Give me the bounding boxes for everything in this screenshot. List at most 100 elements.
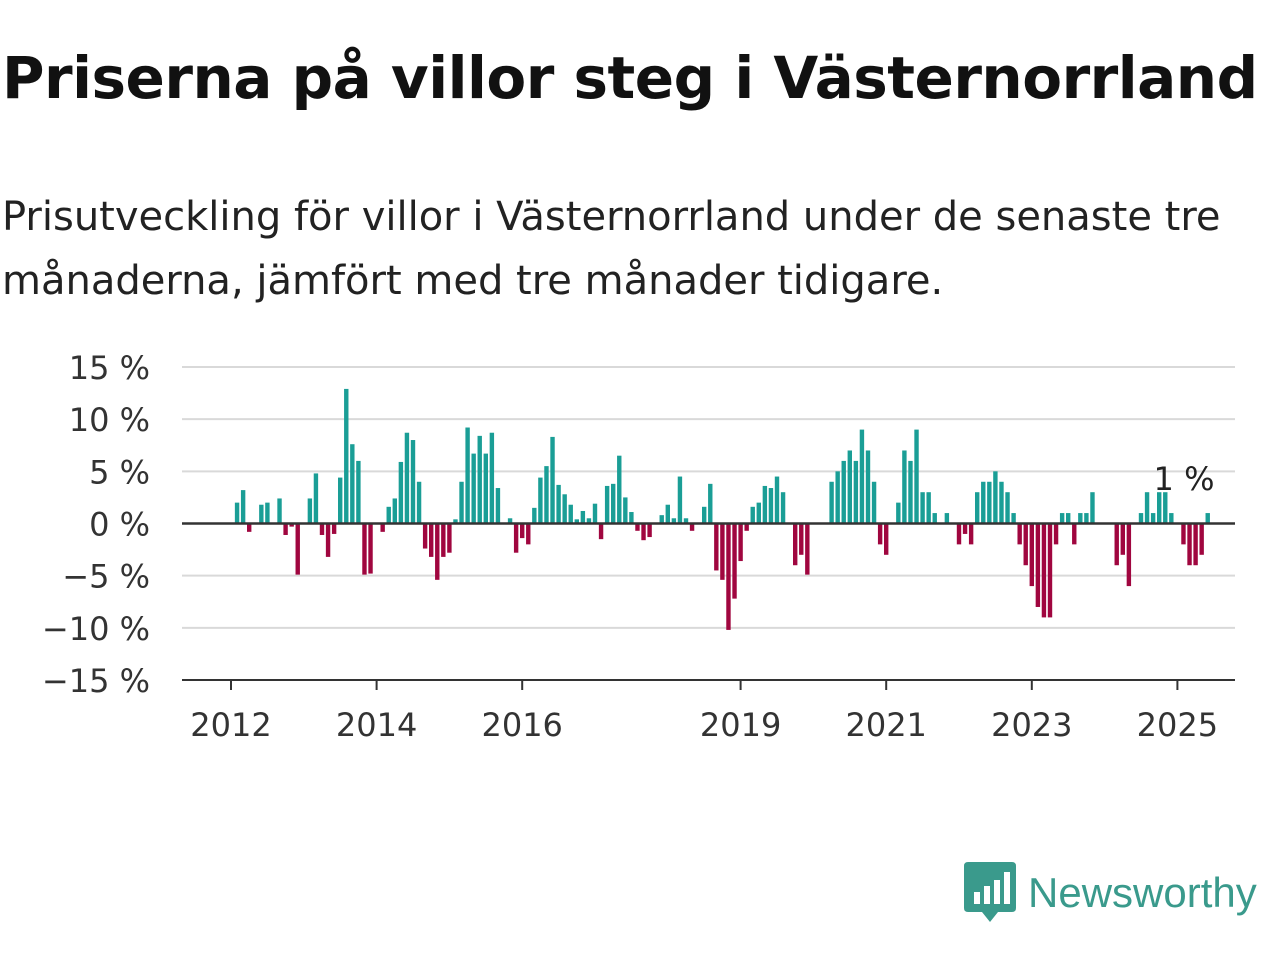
bar: [247, 523, 252, 532]
bar: [780, 492, 786, 524]
y-tick-label: 0 %: [89, 506, 150, 544]
bar: [1047, 523, 1053, 618]
bar: [1120, 523, 1125, 555]
bar: [835, 471, 840, 524]
bar: [859, 429, 865, 524]
bar: [981, 481, 986, 524]
y-tick-label: −5 %: [62, 558, 150, 596]
bar: [471, 453, 476, 524]
bar: [277, 498, 282, 524]
bar: [956, 523, 962, 545]
bar: [871, 481, 877, 524]
bar: [380, 523, 385, 532]
bar: [404, 432, 410, 524]
bar: [987, 481, 992, 524]
bar: [647, 523, 652, 538]
bar: [659, 515, 664, 524]
bar: [447, 523, 452, 553]
bar: [259, 504, 264, 524]
bar: [592, 503, 598, 524]
chart-title: Priserna på villor steg i Västernorrland: [2, 44, 1258, 112]
bar: [1084, 513, 1089, 524]
bar: [283, 523, 288, 535]
bar: [732, 523, 737, 599]
bar: [1126, 523, 1132, 587]
bar: [604, 485, 610, 524]
bar: [398, 461, 404, 524]
bar: [702, 506, 707, 524]
bar: [386, 506, 391, 524]
bar: [1029, 523, 1034, 587]
bar: [623, 497, 628, 524]
bar: [265, 502, 270, 524]
newsworthy-chart-icon: [964, 862, 1016, 922]
bar: [1114, 523, 1119, 566]
bar: [1169, 513, 1174, 524]
bar: [762, 485, 768, 524]
bar: [489, 432, 495, 524]
bar: [902, 450, 907, 524]
bar: [853, 460, 859, 524]
bar: [429, 523, 434, 557]
bar: [908, 460, 913, 524]
bar: [1005, 492, 1010, 524]
bar: [507, 518, 513, 524]
bar: [1157, 492, 1162, 524]
axes: [182, 522, 1235, 690]
bar: [629, 512, 634, 524]
bar: [1199, 523, 1204, 555]
newsworthy-logo: Newsworthy: [964, 862, 1257, 924]
bar: [1011, 513, 1016, 524]
bar: [295, 523, 300, 575]
bar: [896, 502, 901, 524]
bar: [617, 455, 622, 524]
bar: [234, 502, 240, 524]
bar: [307, 498, 313, 524]
bar: [422, 523, 428, 549]
bar: [568, 504, 573, 524]
bar: [829, 481, 834, 524]
bar: [350, 444, 355, 524]
bar: [641, 523, 646, 541]
bar: [756, 502, 761, 524]
brand-name: Newsworthy: [1028, 869, 1257, 916]
x-axis-tick-labels: 2012 2014 2016 2019 2021 2023 2025: [190, 706, 1218, 744]
bar: [520, 523, 525, 539]
bar: [714, 523, 719, 571]
bar: [993, 471, 998, 524]
bar: [1150, 513, 1156, 524]
bar: [513, 523, 519, 553]
bar: [1205, 513, 1210, 524]
x-tick-label: 2014: [336, 706, 417, 744]
bar: [720, 523, 725, 580]
bar: [1023, 523, 1028, 566]
bar: [744, 523, 749, 531]
bar: [1017, 523, 1022, 545]
y-tick-label: −15 %: [42, 662, 150, 700]
y-axis-tick-labels: 15 % 10 % 5 % 0 % −5 % −10 % −15 %: [42, 349, 150, 700]
bar: [356, 460, 361, 524]
bar: [1078, 513, 1083, 524]
bar: [841, 460, 846, 524]
bar: [805, 523, 810, 575]
bar: [550, 436, 555, 524]
bar: [435, 523, 440, 580]
bar: [526, 523, 531, 545]
bar: [1193, 523, 1198, 566]
bar: [1181, 523, 1186, 545]
bar: [738, 523, 743, 562]
bar: [532, 507, 537, 524]
bar: [344, 388, 349, 524]
bar: [331, 523, 337, 534]
bar: [574, 519, 579, 524]
bar: [1059, 513, 1065, 524]
bar: [544, 466, 549, 524]
x-tick-label: 2012: [190, 706, 271, 744]
bar: [325, 523, 331, 557]
bar: [962, 523, 968, 534]
bar: [368, 523, 373, 574]
bar: [671, 518, 677, 524]
last-value-label: 1 %: [1154, 460, 1215, 498]
bar: [319, 523, 325, 535]
bar: [689, 523, 695, 531]
